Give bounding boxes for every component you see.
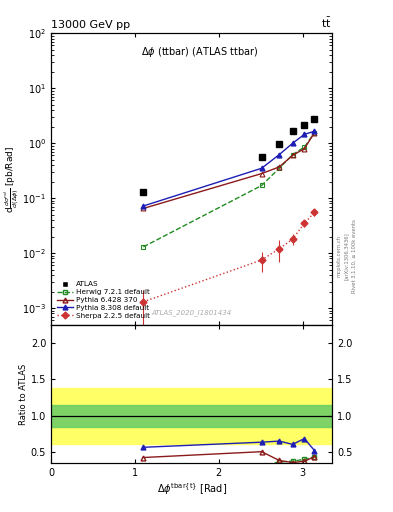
Text: mcplots.cern.ch: mcplots.cern.ch [336,235,341,277]
Text: 13000 GeV pp: 13000 GeV pp [51,19,130,30]
Bar [51,405,332,427]
Text: ATLAS_2020_I1801434: ATLAS_2020_I1801434 [151,309,232,316]
X-axis label: $\Delta\phi^{\mathrm{tbar\{t\}}}$ [Rad]: $\Delta\phi^{\mathrm{tbar\{t\}}}$ [Rad] [156,481,227,497]
Y-axis label: Ratio to ATLAS: Ratio to ATLAS [19,364,28,424]
Text: $\Delta\phi$ (ttbar) (ATLAS ttbar): $\Delta\phi$ (ttbar) (ATLAS ttbar) [141,45,259,59]
Text: Rivet 3.1.10, ≥ 100k events: Rivet 3.1.10, ≥ 100k events [352,219,357,293]
Text: [arXiv:1306.3436]: [arXiv:1306.3436] [344,232,349,280]
Bar [51,388,332,443]
Y-axis label: d$\frac{d\sigma^{nd}}{d(\Delta\phi)}$ [pb/Rad]: d$\frac{d\sigma^{nd}}{d(\Delta\phi)}$ [p… [3,145,21,212]
Text: $\mathrm{t\bar{t}}$: $\mathrm{t\bar{t}}$ [321,15,332,30]
Legend: ATLAS, Herwig 7.2.1 default, Pythia 6.428 370, Pythia 8.308 default, Sherpa 2.2.: ATLAS, Herwig 7.2.1 default, Pythia 6.42… [55,279,152,321]
